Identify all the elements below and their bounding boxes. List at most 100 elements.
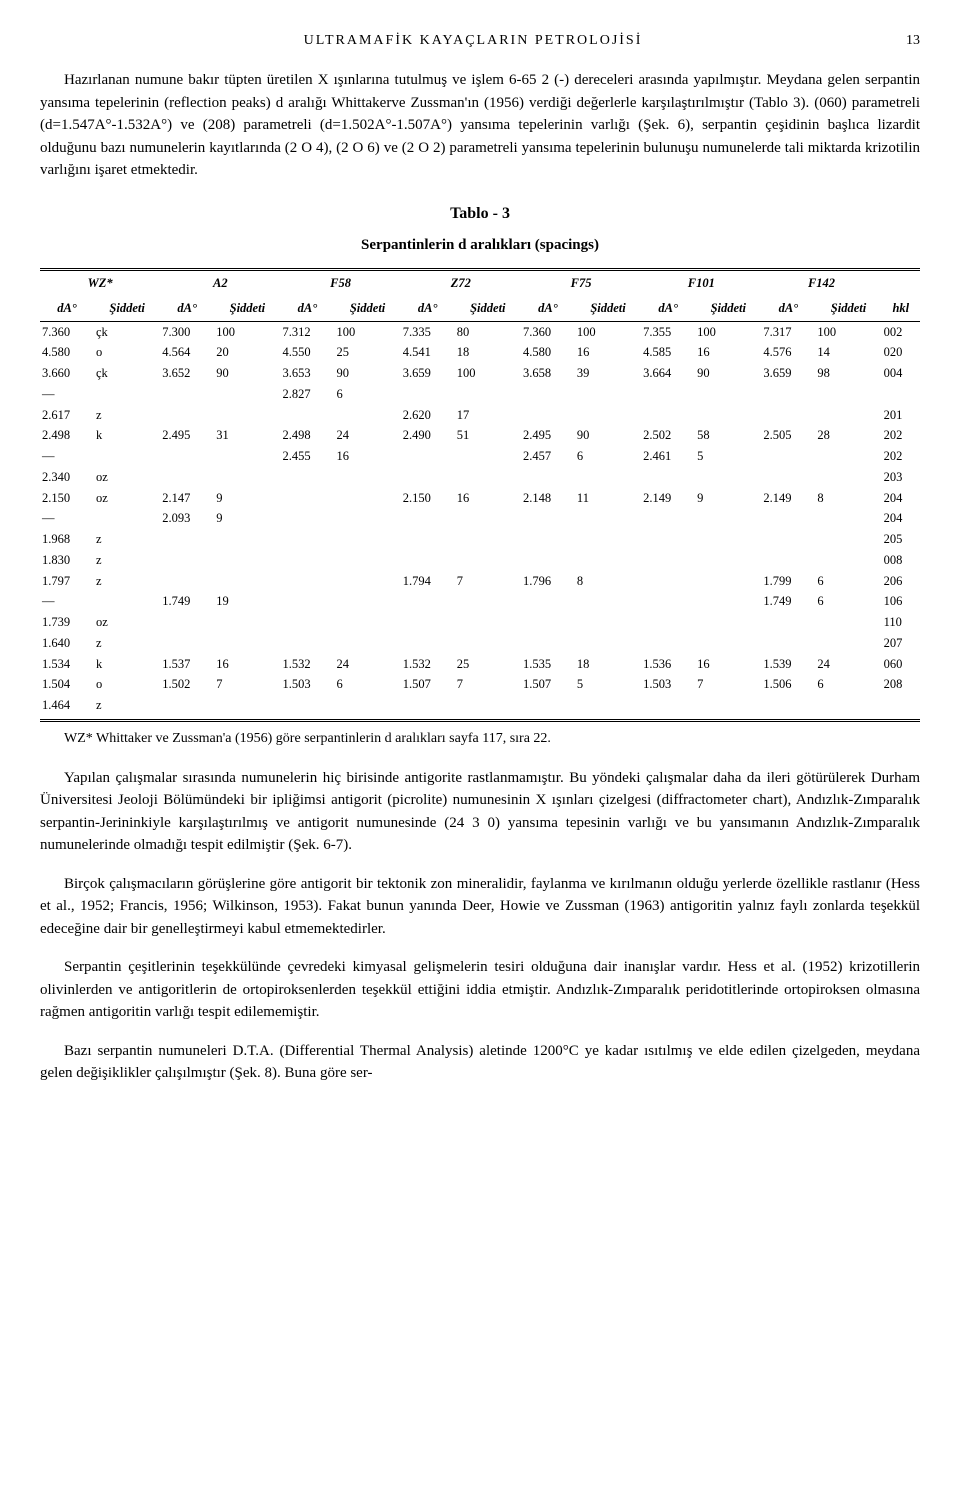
- table-cell: [641, 571, 695, 592]
- table-row: 3.660çk3.652903.653903.6591003.658393.66…: [40, 363, 920, 384]
- table-cell: [334, 405, 400, 426]
- table-row: 1.504o1.50271.50361.50771.50751.50371.50…: [40, 674, 920, 695]
- table-sub-header: Şiddeti: [214, 296, 280, 321]
- table-cell: [334, 508, 400, 529]
- table-cell: 2.455: [280, 446, 334, 467]
- table-cell: [641, 384, 695, 405]
- table-cell: 2.149: [641, 488, 695, 509]
- table-cell: 100: [695, 321, 761, 342]
- paragraph-5: Bazı serpantin numuneleri D.T.A. (Differ…: [40, 1040, 920, 1085]
- table-cell: 31: [214, 425, 280, 446]
- table-cell: 203: [882, 467, 920, 488]
- table-cell: [815, 508, 881, 529]
- table-cell: [455, 550, 521, 571]
- table-row: —2.455162.45762.4615202: [40, 446, 920, 467]
- table-row: 1.830z008: [40, 550, 920, 571]
- table-cell: [695, 467, 761, 488]
- table-cell: k: [94, 425, 160, 446]
- table-cell: [815, 612, 881, 633]
- table-cell: 205: [882, 529, 920, 550]
- table-cell: 4.541: [401, 342, 455, 363]
- table-cell: 2.457: [521, 446, 575, 467]
- paragraph-4: Serpantin çeşitlerinin teşekkülünde çevr…: [40, 956, 920, 1024]
- table-cell: 1.504: [40, 674, 94, 695]
- table-cell: 6: [334, 384, 400, 405]
- table-cell: 2.498: [280, 425, 334, 446]
- table-cell: [280, 571, 334, 592]
- table-cell: [575, 405, 641, 426]
- table-cell: [455, 467, 521, 488]
- table-cell: 202: [882, 446, 920, 467]
- table-subtitle: Serpantinlerin d aralıkları (spacings): [40, 234, 920, 257]
- table-cell: [641, 695, 695, 720]
- table-cell: 2.495: [521, 425, 575, 446]
- table-cell: [761, 695, 815, 720]
- table-cell: [575, 550, 641, 571]
- table-cell: 2.340: [40, 467, 94, 488]
- table-sub-header: Şiddeti: [815, 296, 881, 321]
- table-cell: 18: [455, 342, 521, 363]
- table-cell: 1.506: [761, 674, 815, 695]
- table-cell: 7.335: [401, 321, 455, 342]
- table-cell: [641, 508, 695, 529]
- table-title: Tablo - 3: [40, 202, 920, 226]
- table-cell: 1.536: [641, 654, 695, 675]
- table-cell: 100: [214, 321, 280, 342]
- table-cell: 5: [695, 446, 761, 467]
- table-cell: 1.507: [401, 674, 455, 695]
- table-cell: [575, 695, 641, 720]
- table-cell: 100: [455, 363, 521, 384]
- table-cell: 7: [455, 674, 521, 695]
- table-group-header: F58: [280, 270, 400, 296]
- table-cell: [575, 384, 641, 405]
- table-cell: 25: [455, 654, 521, 675]
- table-cell: [160, 529, 214, 550]
- table-cell: [160, 405, 214, 426]
- table-cell: [882, 695, 920, 720]
- table-cell: [455, 384, 521, 405]
- table-cell: [455, 446, 521, 467]
- table-cell: 7.360: [40, 321, 94, 342]
- table-cell: 1.535: [521, 654, 575, 675]
- table-row: 1.797z1.79471.79681.7996206: [40, 571, 920, 592]
- table-cell: 1.507: [521, 674, 575, 695]
- table-cell: [761, 612, 815, 633]
- table-cell: z: [94, 405, 160, 426]
- table-cell: [455, 508, 521, 529]
- table-cell: 060: [882, 654, 920, 675]
- table-cell: [280, 550, 334, 571]
- table-cell: 1.537: [160, 654, 214, 675]
- table-row: 2.498k2.495312.498242.490512.495902.5025…: [40, 425, 920, 446]
- table-cell: 2.617: [40, 405, 94, 426]
- table-cell: 90: [334, 363, 400, 384]
- table-cell: [695, 529, 761, 550]
- table-cell: 5: [575, 674, 641, 695]
- table-row: —2.0939204: [40, 508, 920, 529]
- table-cell: 16: [334, 446, 400, 467]
- table-cell: 24: [334, 425, 400, 446]
- table-cell: 9: [695, 488, 761, 509]
- table-cell: 58: [695, 425, 761, 446]
- table-footnote: WZ* Whittaker ve Zussman'a (1956) göre s…: [40, 728, 920, 749]
- table-cell: 51: [455, 425, 521, 446]
- table-cell: [575, 508, 641, 529]
- table-cell: 7: [214, 674, 280, 695]
- table-row: 2.340oz203: [40, 467, 920, 488]
- table-cell: 3.659: [401, 363, 455, 384]
- table-cell: [815, 384, 881, 405]
- table-cell: 11: [575, 488, 641, 509]
- table-cell: 1.797: [40, 571, 94, 592]
- serpantin-table: WZ*A2F58Z72F75F101F142 dA°ŞiddetidA°Şidd…: [40, 268, 920, 722]
- table-cell: 2.490: [401, 425, 455, 446]
- table-cell: [575, 612, 641, 633]
- table-sub-header: dA°: [40, 296, 94, 321]
- table-cell: 202: [882, 425, 920, 446]
- table-cell: [575, 529, 641, 550]
- paragraph-1: Hazırlanan numune bakır tüpten üretilen …: [40, 69, 920, 182]
- table-cell: [280, 508, 334, 529]
- table-cell: 2.502: [641, 425, 695, 446]
- table-cell: 8: [575, 571, 641, 592]
- table-cell: [815, 446, 881, 467]
- table-cell: 98: [815, 363, 881, 384]
- table-cell: [94, 508, 160, 529]
